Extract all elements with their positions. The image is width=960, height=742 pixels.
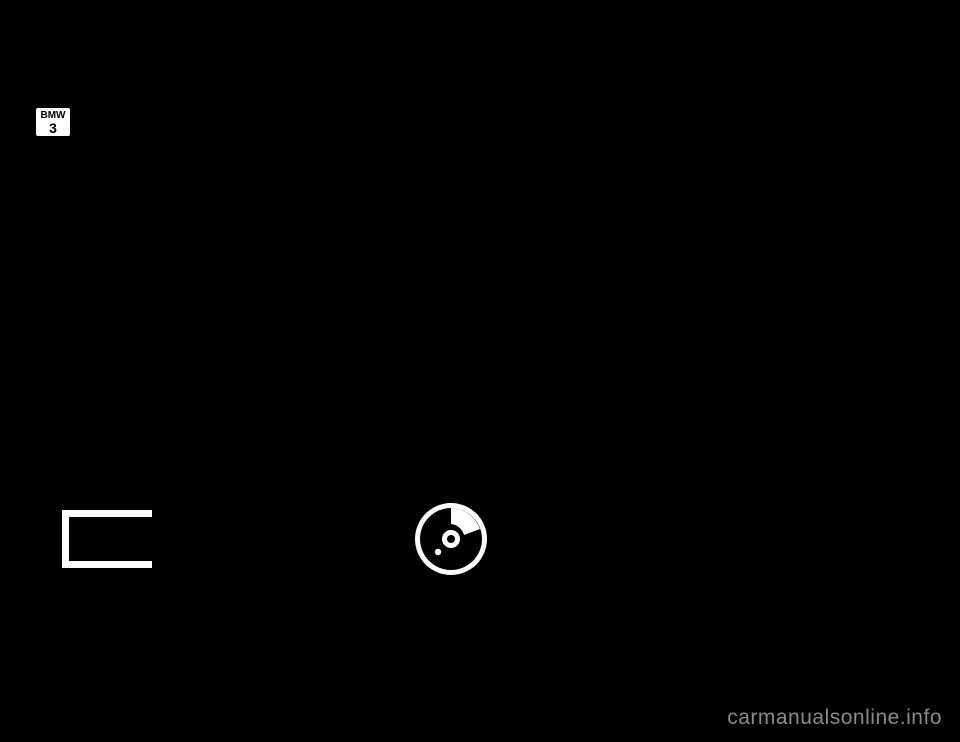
watermark-text: carmanualsonline.info (727, 706, 942, 730)
bracket-icon (62, 510, 152, 568)
badge-series: 3 (36, 121, 70, 136)
bmw-badge: BMW 3 (36, 108, 70, 136)
disc-icon (414, 502, 488, 576)
